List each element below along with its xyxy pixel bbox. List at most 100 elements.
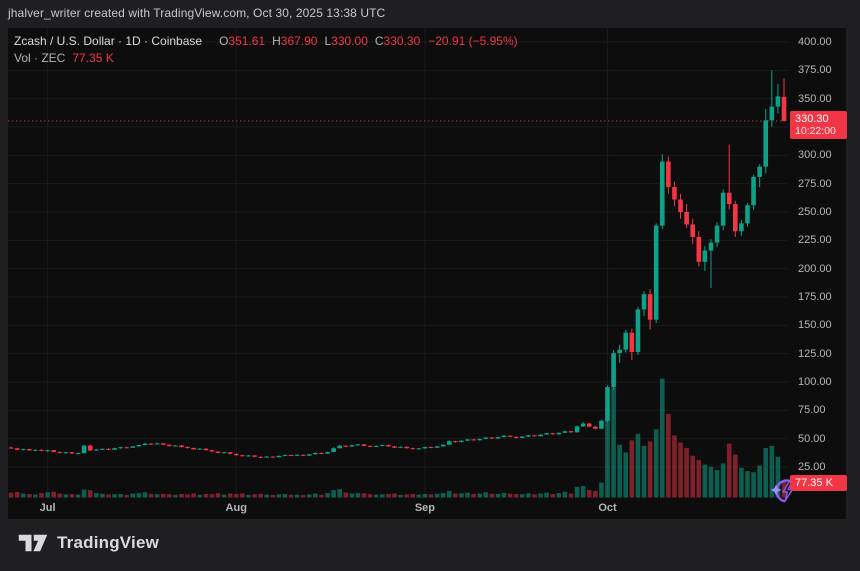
candle-body [404, 446, 409, 449]
volume-bar [702, 464, 708, 498]
volume-bar [142, 492, 148, 498]
candle-body [130, 446, 136, 448]
volume-bar [392, 493, 397, 498]
volume-bar [495, 493, 501, 498]
candle-body [191, 447, 196, 450]
candle-body [641, 294, 647, 310]
volume-bar [343, 492, 349, 498]
candle-body [386, 445, 391, 447]
volume-bar [459, 493, 464, 498]
volume-bar [398, 494, 403, 498]
low-value: 330.00 [331, 34, 368, 48]
tradingview-logo-icon[interactable] [18, 532, 48, 554]
volume-bar [270, 494, 276, 498]
volume-bar [282, 493, 288, 498]
price-tick-label: 375.00 [798, 64, 832, 77]
candle-body [81, 445, 87, 454]
candle-body [221, 452, 227, 454]
candle-body [599, 420, 604, 429]
month-label[interactable]: Oct [598, 502, 617, 514]
legend-volume-row[interactable]: Vol · ZEC 77.35 K [14, 50, 518, 67]
volume-bar [659, 378, 665, 498]
volume-bar [276, 494, 282, 498]
volume-bar [532, 494, 537, 498]
month-label[interactable]: Jul [39, 502, 56, 514]
candle-body [623, 332, 629, 350]
volume-bar [593, 490, 598, 498]
price-tick-label: 150.00 [798, 319, 832, 332]
candle-body [294, 454, 300, 456]
volume-bar [769, 445, 775, 498]
candle-body [428, 447, 434, 449]
candle-body [678, 199, 683, 212]
volume-bar [81, 489, 87, 498]
tradingview-brand-text[interactable]: TradingView [57, 533, 160, 552]
candle-body [209, 450, 215, 452]
candle-body [337, 445, 343, 449]
candle-body [8, 447, 14, 449]
volume-bar [130, 493, 136, 498]
volume-bar [240, 493, 245, 498]
candle-body [720, 192, 726, 226]
volume-bar [313, 493, 318, 498]
volume-bar [14, 492, 20, 498]
volume-bar [556, 493, 562, 498]
volume-bar [221, 494, 227, 498]
candle-body [459, 440, 464, 443]
high-label: H [272, 34, 281, 48]
volume-bar [331, 490, 336, 498]
volume-bar [179, 493, 184, 498]
candle-body [568, 431, 574, 433]
chart-panel-background [8, 28, 846, 519]
candle-body [282, 454, 288, 456]
volume-bar [197, 494, 203, 498]
volume-bar [696, 460, 702, 498]
candle-body [124, 447, 130, 449]
candle-body [392, 446, 397, 448]
candle-body [185, 447, 190, 449]
volume-bar [574, 486, 580, 498]
volume-bar [526, 493, 531, 498]
month-label[interactable]: Aug [225, 502, 247, 514]
volume-bar [653, 429, 659, 498]
candle-body [20, 449, 26, 451]
high-value: 367.90 [280, 34, 318, 48]
candle-body [666, 161, 671, 188]
volume-bar [306, 494, 312, 498]
volume-bar [568, 493, 574, 498]
volume-bar [246, 494, 251, 498]
candle-body [550, 433, 556, 435]
volume-bar [489, 493, 495, 498]
month-label[interactable]: Sep [414, 502, 436, 514]
candle-body [513, 436, 519, 438]
candle-body [258, 456, 263, 458]
volume-bar [209, 494, 215, 498]
candle-body [233, 453, 239, 456]
volume-bar [45, 492, 50, 498]
candle-body [672, 187, 677, 200]
candle-body [203, 448, 209, 451]
chart-legend: Zcash / U.S. Dollar · 1D · Coinbase O 351… [14, 33, 518, 67]
candle-body [300, 454, 306, 456]
volume-bar [726, 443, 732, 498]
volume-bar [751, 472, 756, 498]
candle-body [361, 444, 367, 446]
candle-body [69, 452, 75, 454]
candle-body [288, 454, 294, 456]
candle-body [556, 432, 562, 435]
candle-body [586, 423, 592, 427]
candle-body [306, 454, 312, 456]
candle-body [148, 443, 154, 445]
candle-body [179, 445, 184, 448]
volume-bar [185, 494, 190, 498]
volume-bar [623, 452, 629, 498]
legend-symbol-row[interactable]: Zcash / U.S. Dollar · 1D · Coinbase O 351… [14, 33, 518, 50]
candle-body [410, 448, 416, 450]
volume-bar [264, 494, 269, 498]
volume-bar [647, 441, 653, 498]
volume-bar [416, 494, 422, 498]
price-tick-label: 300.00 [798, 149, 832, 162]
candle-body [270, 456, 276, 458]
volume-bar [446, 490, 452, 498]
